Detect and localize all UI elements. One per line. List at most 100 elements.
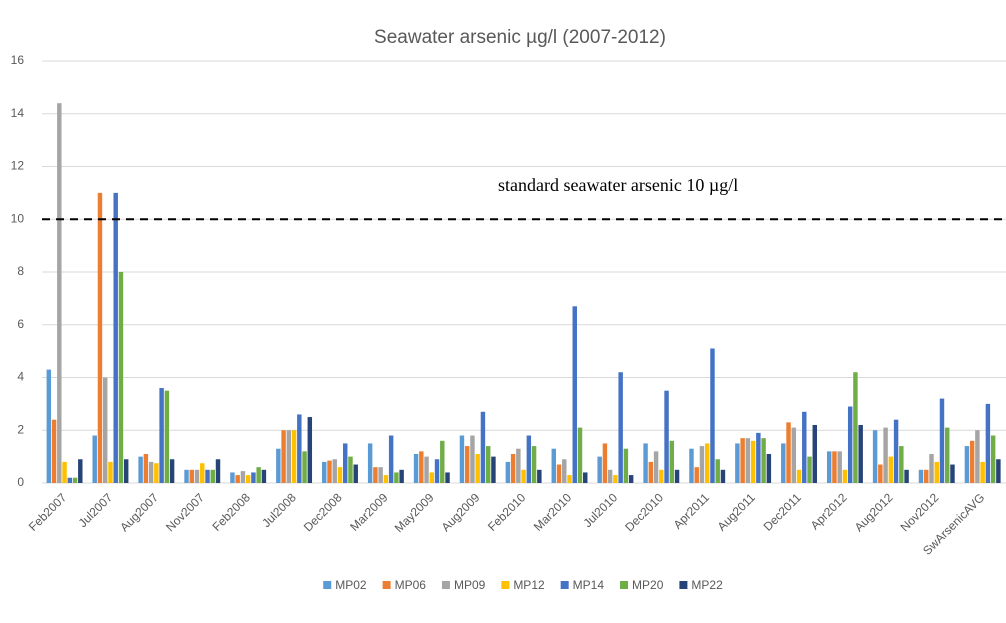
bar — [118, 272, 124, 483]
bar — [613, 475, 618, 483]
bar — [537, 469, 542, 483]
bar — [276, 448, 281, 483]
bar — [194, 469, 200, 483]
bar — [67, 477, 73, 483]
x-tick-label: Apr2011 — [671, 490, 713, 532]
bar — [842, 469, 848, 483]
bar — [664, 390, 669, 483]
x-tick-label: Dec2010 — [622, 490, 666, 534]
bar — [766, 453, 772, 483]
legend-swatch — [679, 581, 688, 589]
bar — [904, 469, 909, 483]
x-tick-label: Jul2007 — [76, 490, 116, 530]
bar — [934, 461, 939, 483]
bar — [388, 435, 394, 483]
bar — [322, 461, 327, 483]
bar — [475, 453, 480, 483]
bar — [924, 469, 929, 483]
bar — [459, 435, 465, 483]
bar — [694, 467, 699, 483]
bar — [985, 403, 991, 483]
bar — [240, 471, 246, 483]
bar — [551, 448, 556, 483]
x-tick-label: Feb2010 — [485, 490, 529, 534]
bar — [648, 461, 654, 483]
bar — [245, 475, 251, 483]
bar — [138, 456, 143, 483]
legend-label: MP06 — [395, 578, 427, 592]
bar — [929, 453, 934, 483]
bar — [577, 427, 583, 483]
bar — [653, 451, 659, 483]
legend-swatch — [323, 581, 332, 589]
bar — [567, 475, 572, 483]
bar — [302, 451, 307, 483]
bar — [72, 477, 78, 483]
bar — [159, 388, 164, 483]
bar — [348, 456, 353, 483]
bar — [674, 469, 680, 483]
bar — [583, 472, 588, 483]
bar — [230, 472, 235, 483]
bar — [424, 456, 429, 483]
bar — [812, 424, 817, 483]
bar — [291, 430, 297, 483]
bar — [154, 463, 159, 483]
bar — [659, 469, 664, 483]
bar — [235, 475, 240, 483]
chart-title: Seawater arsenic µg/l (2007-2012) — [374, 27, 666, 48]
bar — [210, 469, 215, 483]
x-tick-label: Nov2007 — [163, 490, 207, 534]
bar — [526, 435, 532, 483]
bar — [628, 475, 634, 483]
bar — [399, 469, 404, 483]
y-tick-label: 4 — [17, 370, 24, 384]
y-tick-label: 8 — [17, 264, 24, 278]
bar — [750, 440, 756, 483]
bar — [286, 430, 292, 483]
bar — [327, 460, 332, 483]
y-tick-label: 10 — [11, 211, 25, 225]
bar — [480, 411, 486, 483]
y-tick-label: 16 — [11, 53, 25, 67]
bar — [215, 459, 221, 483]
bar — [189, 469, 194, 483]
bar — [169, 459, 175, 483]
bar — [745, 438, 751, 483]
threshold-annotation: standard seawater arsenic 10 µg/l — [498, 175, 738, 195]
bar — [464, 446, 470, 483]
legend-label: MP02 — [335, 578, 367, 592]
bar — [796, 469, 802, 483]
bar — [307, 417, 313, 483]
bar — [337, 467, 343, 483]
bar — [429, 472, 435, 483]
bar — [353, 464, 358, 483]
bar — [556, 464, 562, 483]
bar — [383, 475, 389, 483]
bar — [46, 369, 52, 483]
bar — [853, 372, 858, 483]
bar — [516, 448, 521, 483]
bar — [802, 411, 807, 483]
legend-label: MP12 — [513, 578, 545, 592]
bar — [343, 443, 348, 483]
bar — [893, 419, 899, 483]
bar — [878, 464, 883, 483]
x-tick-label: Mar2009 — [347, 490, 391, 534]
y-tick-label: 12 — [11, 159, 25, 173]
bar — [470, 435, 475, 483]
bar — [143, 453, 149, 483]
bar — [781, 443, 786, 483]
bar — [826, 451, 832, 483]
bar — [996, 459, 1001, 483]
bar — [607, 469, 613, 483]
legend-swatch — [501, 581, 510, 589]
bar — [710, 348, 715, 483]
bar — [373, 467, 378, 483]
bar — [964, 446, 970, 483]
x-tick-label: Dec2011 — [761, 490, 804, 533]
bar — [858, 424, 863, 483]
bar — [756, 432, 761, 483]
bar — [720, 469, 726, 483]
bar — [148, 461, 154, 483]
